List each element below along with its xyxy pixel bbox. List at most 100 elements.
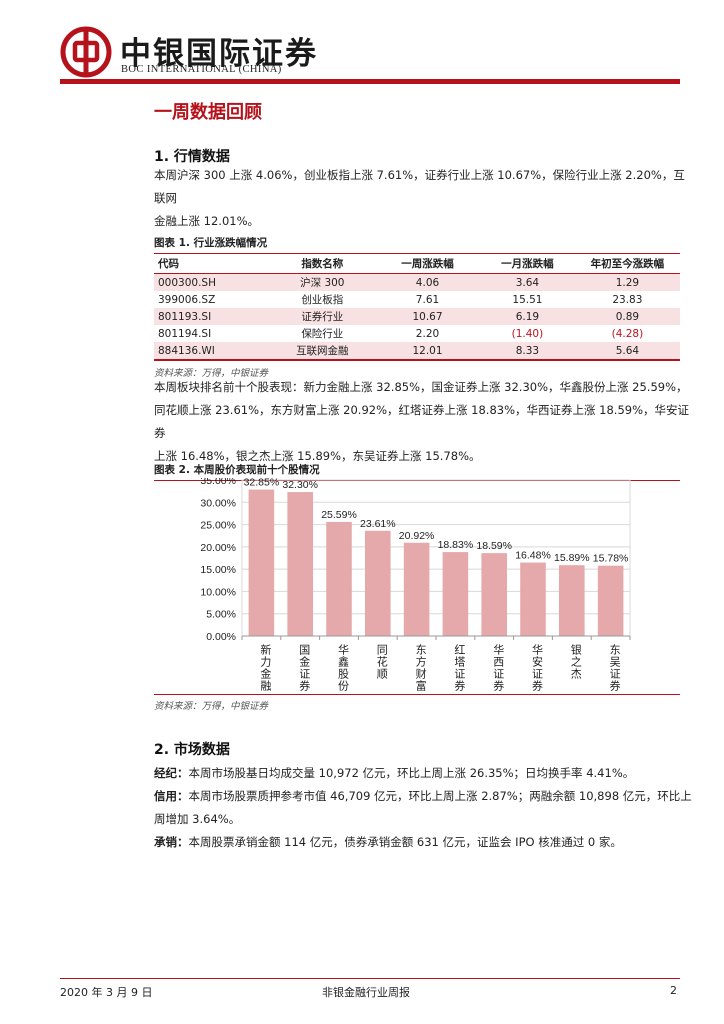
data-label: 32.30% (282, 479, 318, 491)
table-title: 图表 1. 行业涨跌幅情况 (154, 235, 680, 254)
x-category-label: 国金证券 (298, 644, 311, 692)
x-category-label: 红塔证券 (453, 644, 466, 692)
y-tick-label: 35.00% (200, 478, 236, 487)
cell-week: 12.01 (374, 342, 481, 360)
credit-label: 信用： (154, 789, 189, 803)
underwriting-label: 承销： (154, 835, 189, 849)
y-tick-label: 0.00% (206, 631, 236, 643)
bar (558, 565, 585, 636)
footer-divider (60, 978, 680, 979)
cell-week: 2.20 (415, 327, 440, 340)
bar (597, 565, 624, 636)
industry-table: 图表 1. 行业涨跌幅情况 代码 指数名称 一周涨跌幅 一月涨跌幅 年初至今涨跌… (154, 235, 680, 379)
cell-code: 801194.SI (158, 327, 212, 340)
x-category-label: 东吴证券 (608, 644, 621, 692)
bar (364, 530, 391, 636)
cell-ytd: (4.28) (611, 327, 644, 340)
col-header-month: 一月涨跌幅 (480, 254, 575, 274)
brokerage-text: 本周市场股基日均成交量 10,972 亿元，环比上周上涨 26.35%；日均换手… (188, 766, 635, 780)
cell-code: 884136.WI (154, 342, 270, 360)
cell-code: 000300.SH (154, 273, 270, 291)
credit-line: 信用：本周市场股票质押参考市值 46,709 亿元，环比上周上涨 2.87%；两… (154, 785, 694, 808)
x-category-label: 新力金融 (259, 643, 272, 692)
underwriting-text: 本周股票承销金额 114 亿元，债券承销金额 631 亿元，证监会 IPO 核准… (188, 835, 622, 849)
market-summary: 本周沪深 300 上涨 4.06%，创业板指上涨 7.61%，证券行业上涨 10… (154, 164, 694, 233)
data-label: 18.59% (476, 540, 512, 552)
cell-ytd: 23.83 (612, 293, 643, 306)
cell-month: 3.64 (480, 273, 575, 291)
y-tick-label: 15.00% (200, 564, 236, 576)
cell-month: 8.33 (480, 342, 575, 360)
data-label: 15.89% (554, 552, 590, 564)
cell-name: 互联网金融 (269, 342, 375, 360)
market-heading: 1. 行情数据 (154, 149, 230, 165)
x-category-label: 华安证券 (531, 643, 544, 692)
data-label: 18.83% (438, 539, 474, 551)
data-label: 20.92% (399, 530, 435, 542)
bar (481, 553, 508, 636)
brokerage-label: 经纪： (154, 766, 189, 780)
top10-summary: 本周板块排名前十个股表现：新力金融上涨 32.85%，国金证券上涨 32.30%… (154, 376, 694, 468)
market-summary-line: 金融上涨 12.01%。 (154, 214, 260, 228)
cell-week: 7.61 (415, 293, 440, 306)
chart-source: 资料来源：万得，中银证券 (154, 701, 269, 712)
cell-month: 15.51 (512, 293, 543, 306)
boc-logo-icon (60, 26, 112, 78)
data-label: 23.61% (360, 518, 396, 530)
cell-ytd: 5.64 (574, 342, 680, 360)
table-row: 801194.SI 保险行业 2.20 (1.40) (4.28) (154, 325, 680, 342)
header-divider (60, 79, 680, 84)
cell-name: 证券行业 (269, 308, 375, 325)
data-label: 32.85% (244, 478, 280, 489)
data-label: 25.59% (321, 509, 357, 521)
footer-report-name: 非银金融行业周报 (322, 986, 410, 999)
cell-month: 6.19 (480, 308, 575, 325)
cell-ytd: 1.29 (574, 273, 680, 291)
col-header-name: 指数名称 (269, 254, 375, 274)
top10-summary-line: 本周板块排名前十个股表现：新力金融上涨 32.85%，国金证券上涨 32.30%… (154, 380, 688, 394)
x-category-label: 同花顺 (375, 644, 388, 680)
y-tick-label: 30.00% (200, 497, 236, 509)
col-header-week: 一周涨跌幅 (374, 254, 481, 274)
cell-name: 创业板指 (301, 294, 344, 306)
bar (403, 542, 430, 636)
table-row: 399006.SZ 创业板指 7.61 15.51 23.83 (154, 291, 680, 308)
industry-change-table: 代码 指数名称 一周涨跌幅 一月涨跌幅 年初至今涨跌幅 000300.SH 沪深… (154, 254, 680, 360)
table-row: 884136.WI 互联网金融 12.01 8.33 5.64 (154, 342, 680, 360)
brand-name-en: BOC INTERNATIONAL (CHINA) (121, 64, 282, 75)
market-data-heading: 2. 市场数据 (154, 742, 230, 758)
x-category-label: 华鑫股份 (337, 643, 350, 692)
x-category-label: 华西证券 (492, 643, 505, 692)
cell-code: 399006.SZ (158, 293, 216, 306)
table-source: 资料来源：万得，中银证券 (154, 368, 269, 379)
credit-line-cont: 周增加 3.64%。 (154, 812, 241, 826)
y-tick-label: 10.00% (200, 586, 236, 598)
top10-bar-chart: 0.00% 5.00% 10.00% 15.00% 20.00% 25.00% 30.00%… (200, 478, 631, 692)
market-summary-line: 本周沪深 300 上涨 4.06%，创业板指上涨 7.61%，证券行业上涨 10… (154, 168, 685, 205)
chart-bottom-rule (154, 694, 680, 695)
col-header-code: 代码 (154, 254, 270, 274)
table-header-row: 代码 指数名称 一周涨跌幅 一月涨跌幅 年初至今涨跌幅 (154, 254, 680, 274)
col-header-ytd: 年初至今涨跌幅 (574, 254, 680, 274)
cell-code: 801193.SI (154, 308, 270, 325)
underwriting-line: 承销：本周股票承销金额 114 亿元，债券承销金额 631 亿元，证监会 IPO… (154, 831, 694, 854)
table-row: 000300.SH 沪深 300 4.06 3.64 1.29 (154, 273, 680, 291)
cell-name: 保险行业 (301, 328, 344, 340)
data-label: 16.48% (515, 550, 551, 562)
cell-month: (1.40) (511, 327, 544, 340)
cell-week: 4.06 (374, 273, 481, 291)
section-title: 一周数据回顾 (154, 102, 262, 123)
bar (287, 492, 314, 636)
cell-ytd: 0.89 (574, 308, 680, 325)
footer-page-number: 2 (670, 984, 677, 997)
top10-summary-line: 同花顺上涨 23.61%，东方财富上涨 20.92%，红塔证券上涨 18.83%… (154, 403, 690, 440)
market-data-body: 经纪：本周市场股基日均成交量 10,972 亿元，环比上周上涨 26.35%；日… (154, 762, 694, 854)
y-tick-label: 5.00% (206, 609, 236, 621)
bar (248, 489, 275, 636)
x-category-label: 东方财富 (414, 644, 427, 692)
bar (520, 562, 546, 636)
brokerage-line: 经纪：本周市场股基日均成交量 10,972 亿元，环比上周上涨 26.35%；日… (154, 762, 694, 785)
table-row: 801193.SI 证券行业 10.67 6.19 0.89 (154, 308, 680, 325)
data-label: 15.78% (593, 553, 629, 565)
bar (326, 521, 352, 636)
